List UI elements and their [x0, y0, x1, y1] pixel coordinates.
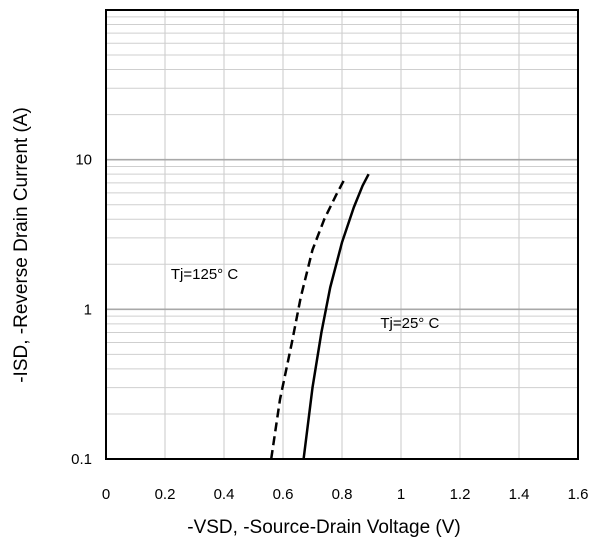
series-line-0	[269, 177, 347, 460]
y-tick-labels: 0.1 1 10	[71, 152, 92, 468]
y-tick-label: 1	[84, 301, 92, 318]
plot-frame	[105, 9, 579, 460]
x-tick-label: 1	[397, 486, 405, 503]
annotations: Tj=125° C Tj=25° C	[171, 266, 440, 332]
grid-lines	[105, 10, 579, 460]
x-tick-label: 1.6	[568, 486, 589, 503]
x-tick-label: 0.4	[214, 486, 235, 503]
x-tick-label: 0.8	[332, 486, 353, 503]
x-tick-labels: 0 0.2 0.4 0.6 0.8 1 1.2 1.4 1.6	[102, 486, 589, 503]
y-tick-label: 10	[75, 152, 92, 169]
x-tick-label: 0.6	[273, 486, 294, 503]
series-line-1	[302, 173, 370, 460]
x-tick-label: 1.4	[509, 486, 530, 503]
x-tick-label: 0.2	[155, 486, 176, 503]
annotation-label: Tj=25° C	[380, 315, 439, 332]
series-group	[269, 173, 370, 460]
x-tick-label: 1.2	[450, 486, 471, 503]
annotation-label: Tj=125° C	[171, 266, 238, 283]
y-axis-label: -ISD, -Reverse Drain Current (A)	[11, 107, 32, 383]
x-tick-label: 0	[102, 486, 110, 503]
x-axis-label: -VSD, -Source-Drain Voltage (V)	[187, 517, 461, 538]
y-tick-label: 0.1	[71, 451, 92, 468]
